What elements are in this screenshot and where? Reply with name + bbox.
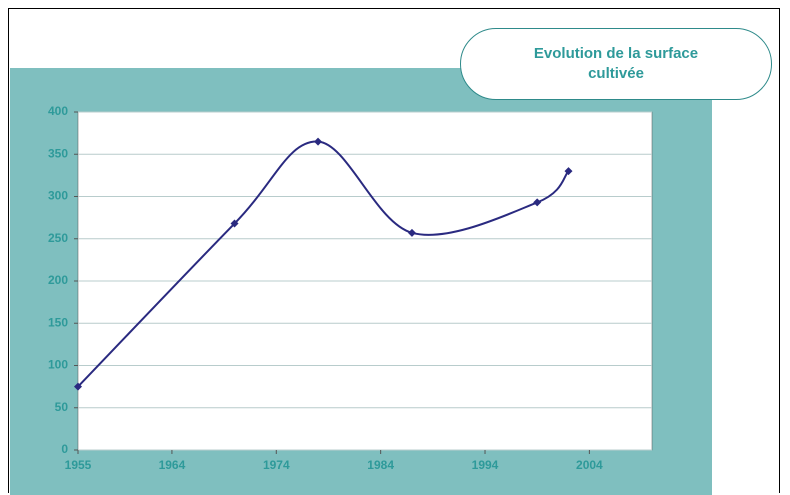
y-tick-label: 400 (48, 104, 68, 118)
y-tick-label: 200 (48, 273, 68, 287)
point-marker (314, 137, 323, 146)
point-marker (564, 167, 573, 176)
point-marker (74, 382, 82, 391)
x-tick-label: 1984 (367, 458, 394, 472)
y-tick-label: 0 (61, 442, 68, 456)
y-tick-label: 50 (55, 400, 69, 414)
x-tick-label: 1974 (263, 458, 290, 472)
x-tick-label: 1964 (159, 458, 186, 472)
point-marker (407, 228, 416, 237)
x-tick-label: 1994 (472, 458, 499, 472)
series-line (77, 140, 570, 388)
x-tick-label: 2004 (576, 458, 603, 472)
y-tick-label: 150 (48, 315, 68, 329)
x-tick-label: 1955 (65, 458, 92, 472)
point-marker (230, 219, 239, 228)
y-tick-label: 300 (48, 189, 68, 203)
y-tick-label: 250 (48, 231, 68, 245)
frame (8, 8, 780, 493)
chart-title: Evolution de la surface cultivée (460, 28, 772, 100)
y-tick-label: 100 (48, 358, 68, 372)
y-tick-label: 350 (48, 146, 68, 160)
point-marker (533, 198, 542, 207)
